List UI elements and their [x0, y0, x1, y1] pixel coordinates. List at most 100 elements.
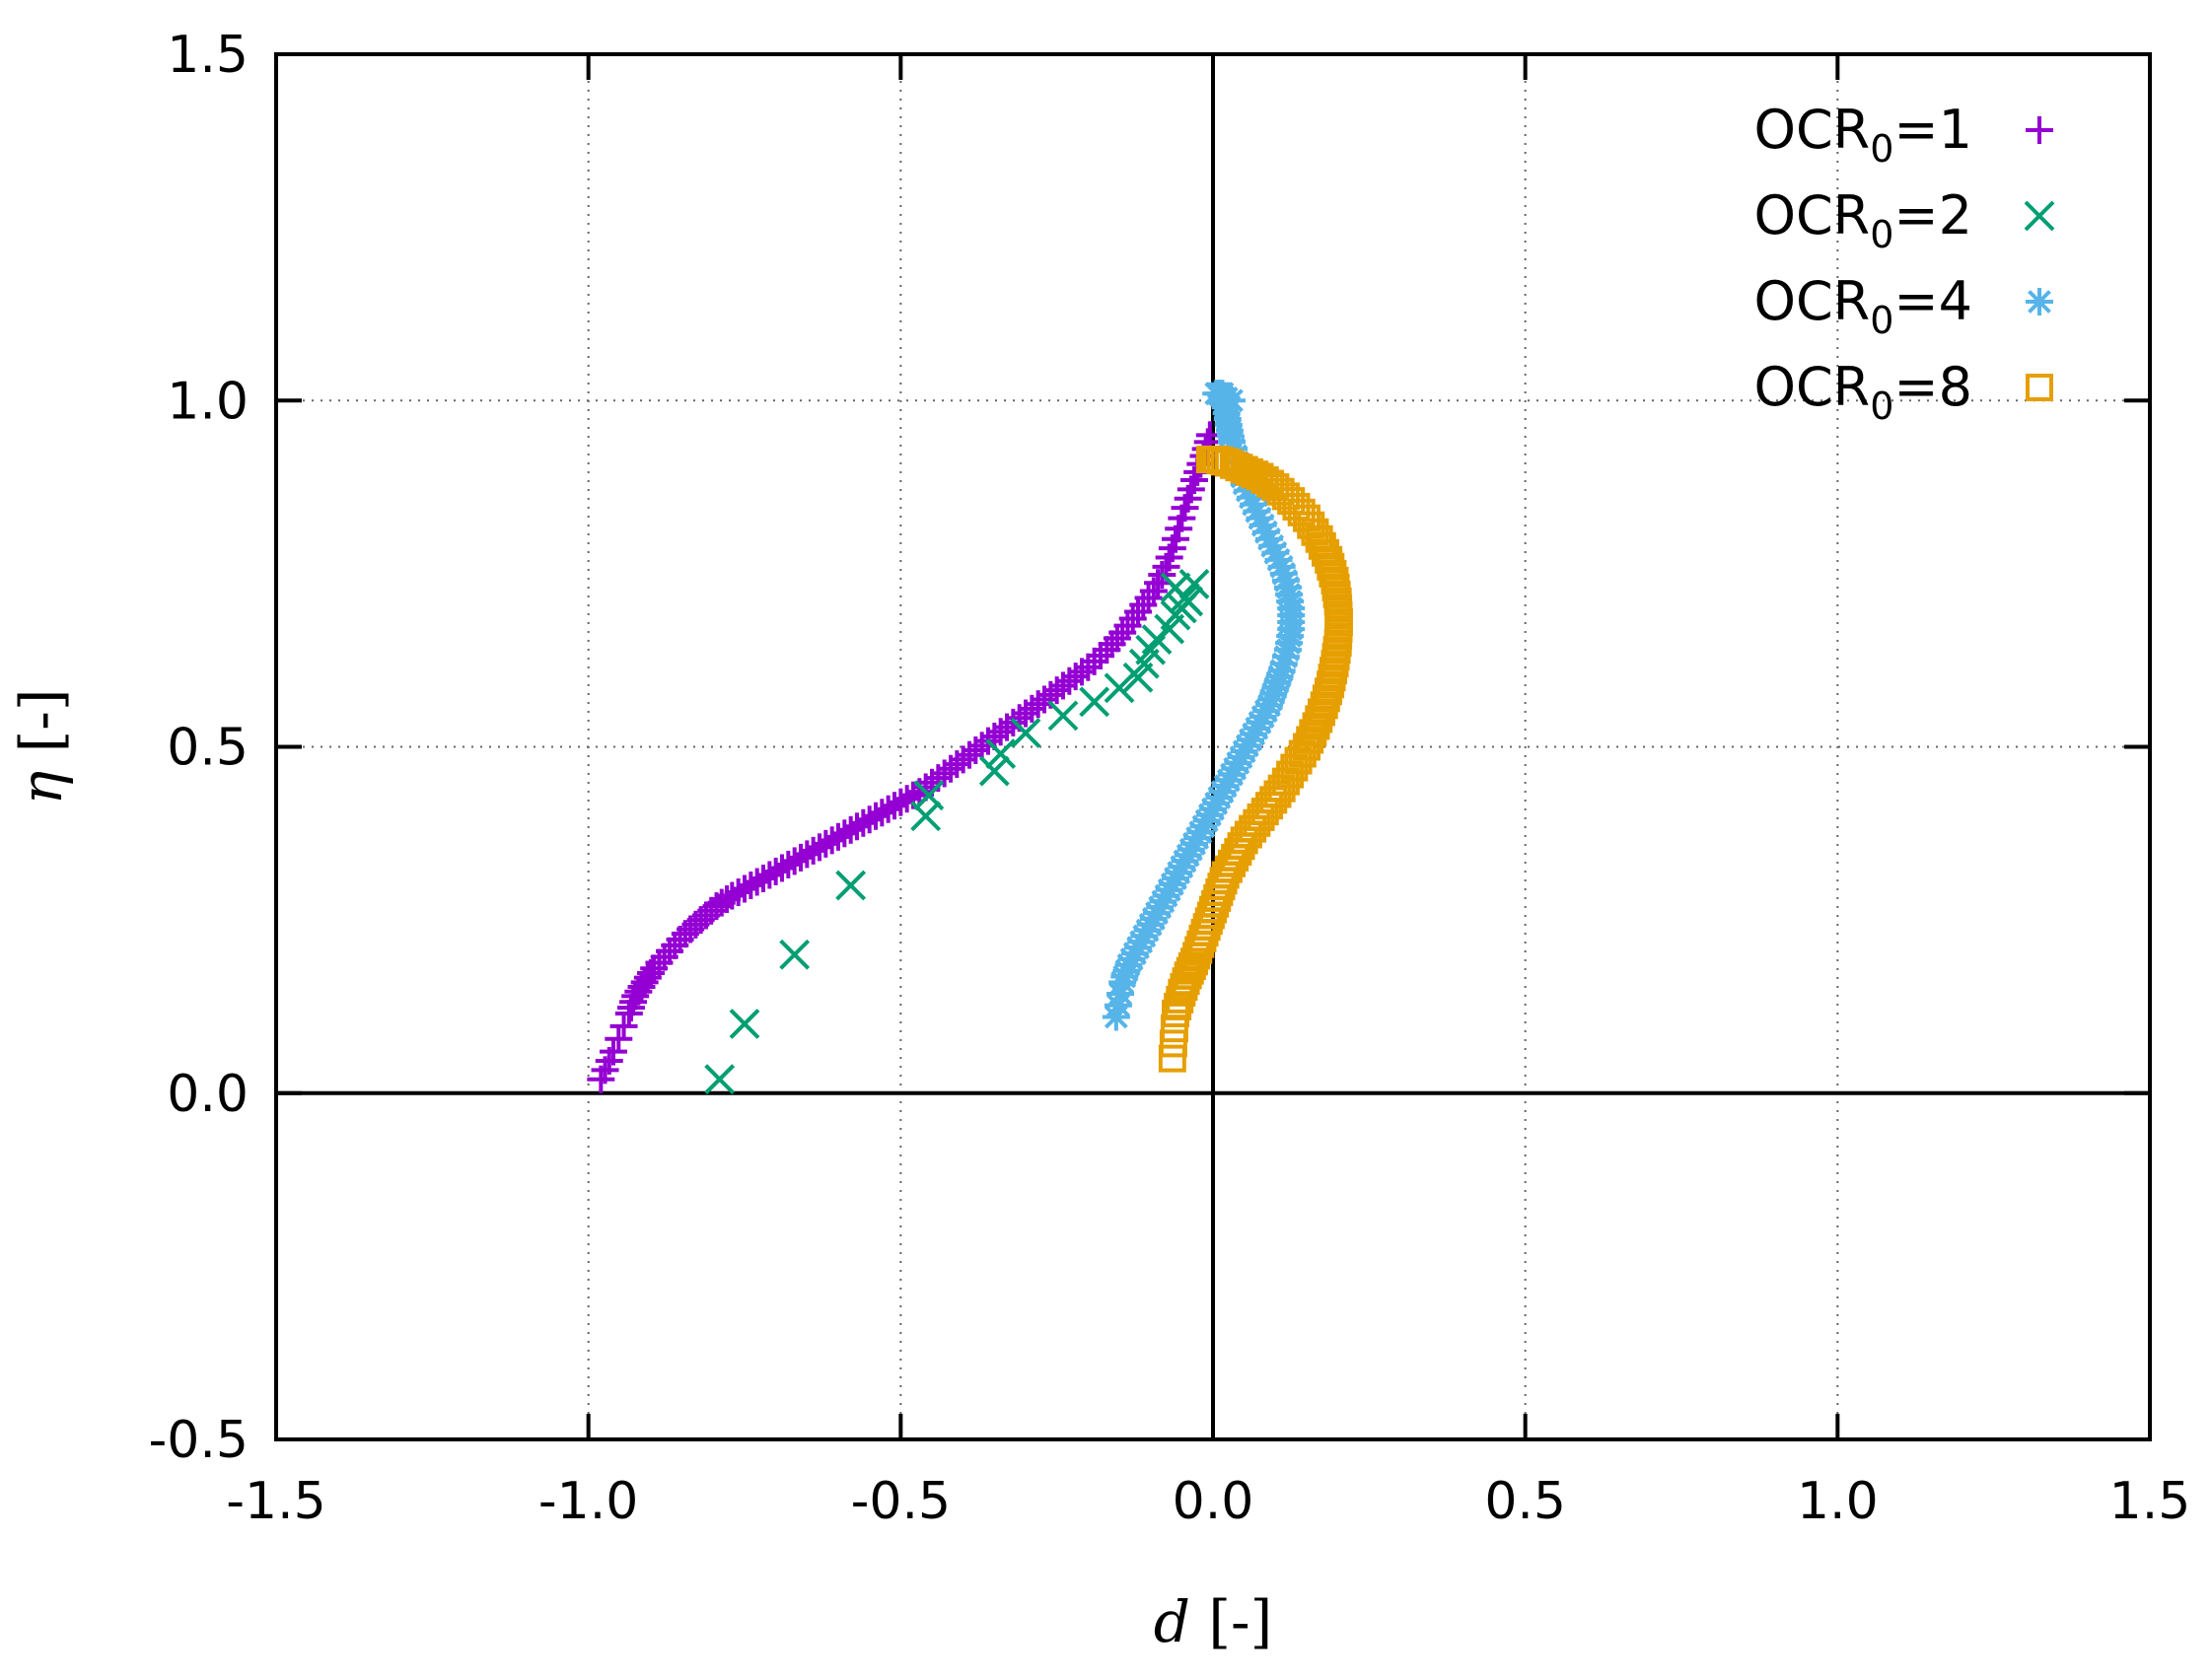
- data-point: [1080, 647, 1108, 675]
- data-point: [849, 808, 878, 837]
- y-axis-symbol: η: [8, 771, 75, 805]
- data-point: [1315, 545, 1343, 574]
- star-marker-b: [1220, 388, 1244, 413]
- cross-marker-b: [985, 738, 1017, 769]
- series-2: [704, 568, 1210, 1095]
- x-tick-label: -0.5: [851, 1472, 951, 1531]
- cross-marker-b: [779, 939, 811, 970]
- data-point: [731, 874, 758, 903]
- data-point: [616, 994, 645, 1022]
- data-point: [724, 878, 752, 907]
- data-point: [1310, 691, 1338, 720]
- data-point: [774, 850, 803, 878]
- data-point: [1195, 445, 1224, 473]
- data-point: [1087, 642, 1114, 670]
- data-point: [704, 1064, 736, 1095]
- data-point: [835, 870, 867, 901]
- data-point: [718, 881, 747, 910]
- x-tick-label: -1.5: [226, 1472, 325, 1531]
- data-point: [978, 755, 1010, 787]
- data-point: [743, 868, 771, 896]
- legend-entry-4: OCR0=8: [1753, 356, 2053, 428]
- data-point: [836, 815, 865, 844]
- data-point: [799, 836, 827, 865]
- series-4: [1158, 445, 1353, 1073]
- data-point: [855, 805, 884, 834]
- data-point: [1314, 677, 1342, 706]
- data-point: [830, 819, 859, 848]
- x-tick-label: 1.0: [1797, 1472, 1879, 1531]
- data-point: [1302, 712, 1330, 740]
- data-point: [605, 1024, 633, 1053]
- data-point: [1296, 726, 1324, 754]
- legend-label-tail: =2: [1893, 184, 1972, 246]
- data-point: [713, 885, 742, 914]
- data-point: [887, 788, 915, 816]
- cross-marker-b: [1178, 568, 1210, 599]
- cross-marker-b: [913, 780, 945, 811]
- legend-marker: [2026, 288, 2053, 315]
- cross-marker-b: [910, 801, 942, 832]
- data-point: [768, 854, 796, 882]
- legend-label: OCR0=8: [1753, 356, 1972, 428]
- data-point: [1010, 718, 1041, 748]
- cross-marker-b: [835, 870, 867, 901]
- data-point: [761, 857, 790, 885]
- data-point: [1170, 583, 1200, 613]
- x-tick-label: 0.5: [1484, 1472, 1566, 1531]
- x-tick-label: 0.0: [1173, 1472, 1254, 1531]
- data-point: [1134, 584, 1163, 612]
- grid-lines: [276, 54, 2150, 1439]
- data-point: [780, 847, 809, 875]
- data-point: [1312, 684, 1340, 713]
- data-point: [1307, 698, 1335, 727]
- legend-label-sub: 0: [1870, 385, 1893, 428]
- y-tick-label: 1.0: [167, 372, 249, 431]
- data-point: [1317, 552, 1345, 581]
- data-point: [874, 795, 902, 823]
- cross-marker-b: [1010, 718, 1041, 748]
- data-point: [1104, 672, 1135, 704]
- cross-marker-b: [704, 1064, 736, 1095]
- y-tick-label: 0.5: [167, 719, 249, 778]
- cross-marker-b: [1047, 700, 1079, 732]
- data-point: [755, 861, 784, 889]
- legend-label-main: OCR: [1753, 270, 1870, 332]
- cross-marker-b: [729, 1009, 760, 1039]
- legend-entry-1: OCR0=1: [1753, 99, 2053, 171]
- data-point: [892, 785, 921, 813]
- data-point: [1118, 604, 1147, 633]
- data-point: [1159, 1029, 1187, 1058]
- legend-label-tail: =1: [1893, 99, 1972, 161]
- data-point: [737, 872, 765, 899]
- data-point: [1047, 700, 1079, 732]
- legend-label: OCR0=4: [1753, 270, 1972, 342]
- y-axis-unit: [-]: [8, 688, 75, 770]
- cross-marker-b: [1170, 583, 1200, 613]
- data-point: [1124, 597, 1152, 626]
- data-point: [729, 1009, 760, 1039]
- data-point: [1178, 568, 1210, 599]
- y-tick-label: 1.5: [167, 26, 249, 85]
- legend-label: OCR0=1: [1753, 99, 1972, 171]
- data-point: [609, 1012, 638, 1040]
- tick-labels: -1.5 -1.0 -0.5 0.0 0.5 1.0 1.5 -0.5 0.0 0.5 1.0 1.5: [149, 26, 2191, 1531]
- legend-label-main: OCR: [1753, 99, 1870, 161]
- data-point: [1218, 386, 1246, 415]
- cross-marker-b: [1079, 686, 1110, 718]
- y-axis-label: η [-]: [8, 688, 75, 805]
- y-tick-label: -0.5: [149, 1411, 249, 1470]
- data-point: [1108, 618, 1137, 647]
- legend-marker: [2026, 374, 2053, 401]
- data-point: [793, 840, 821, 869]
- tick-marks: [274, 52, 2152, 1441]
- data-point: [749, 864, 777, 892]
- data-point: [913, 780, 945, 811]
- data-point: [1305, 705, 1333, 734]
- legend-label-sub: 0: [1870, 299, 1893, 342]
- data-point: [812, 829, 840, 858]
- series-3: [1102, 380, 1306, 1031]
